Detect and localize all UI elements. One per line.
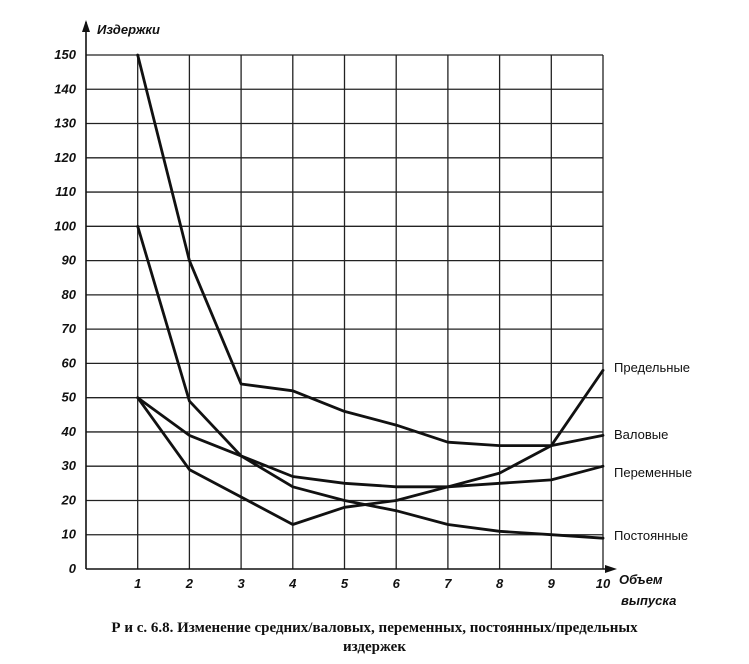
y-tick-label: 110 [55, 184, 76, 199]
cost-chart: 0 10 20 30 40 50 60 70 80 90 100 110 120 130 140 150 1 2… [54, 20, 692, 608]
caption-line-2: издержек [343, 639, 406, 655]
y-axis-label: Издержки [97, 22, 160, 37]
caption-line-1: Р и с. 6.8. Изменение средних/валовых, п… [111, 620, 638, 636]
y-tick-label: 100 [54, 218, 76, 233]
y-tick-label: 60 [62, 355, 77, 370]
y-tick-label: 0 [69, 561, 77, 576]
y-tick-labels: 0 10 20 30 40 50 60 70 80 90 100 110 120 130 140 150 [54, 47, 76, 576]
x-tick-label: 1 [134, 576, 141, 591]
series-label: Переменные [614, 465, 692, 480]
x-tick-label: 10 [596, 576, 611, 591]
chart-axes [82, 20, 617, 573]
y-tick-label: 140 [54, 81, 76, 96]
x-tick-label: 2 [185, 576, 194, 591]
series-label: Постоянные [614, 528, 688, 543]
series-label: Предельные [614, 360, 690, 375]
y-tick-label: 30 [62, 458, 77, 473]
series-line [136, 224, 605, 540]
x-tick-labels: 1 2 3 4 5 6 7 8 9 10 [134, 576, 611, 591]
x-tick-label: 5 [341, 576, 349, 591]
y-tick-label: 120 [54, 150, 76, 165]
y-tick-label: 130 [54, 116, 76, 131]
x-tick-label: 9 [548, 576, 556, 591]
y-axis-arrow [82, 20, 90, 32]
x-tick-label: 3 [237, 576, 245, 591]
y-tick-label: 40 [61, 424, 77, 439]
x-axis-label-line1: Объем [619, 572, 663, 587]
y-tick-label: 90 [62, 253, 77, 268]
y-tick-label: 20 [61, 492, 77, 507]
series-line [136, 368, 605, 526]
x-tick-label: 4 [288, 576, 297, 591]
series-lines [136, 53, 605, 540]
x-tick-label: 6 [393, 576, 401, 591]
x-axis-label-line2: выпуска [621, 593, 676, 608]
series-labels: Предельные Валовые Переменные Постоянные [614, 360, 692, 543]
y-tick-label: 50 [62, 390, 77, 405]
y-tick-label: 80 [62, 287, 77, 302]
y-tick-label: 150 [54, 47, 76, 62]
x-tick-label: 7 [444, 576, 452, 591]
figure-caption: Р и с. 6.8. Изменение средних/валовых, п… [0, 619, 749, 657]
x-tick-label: 8 [496, 576, 504, 591]
series-label: Валовые [614, 427, 668, 442]
x-axis-arrow [605, 565, 617, 573]
series-line [136, 53, 605, 448]
series-line [136, 396, 605, 489]
y-tick-label: 10 [62, 527, 77, 542]
y-tick-label: 70 [62, 321, 77, 336]
